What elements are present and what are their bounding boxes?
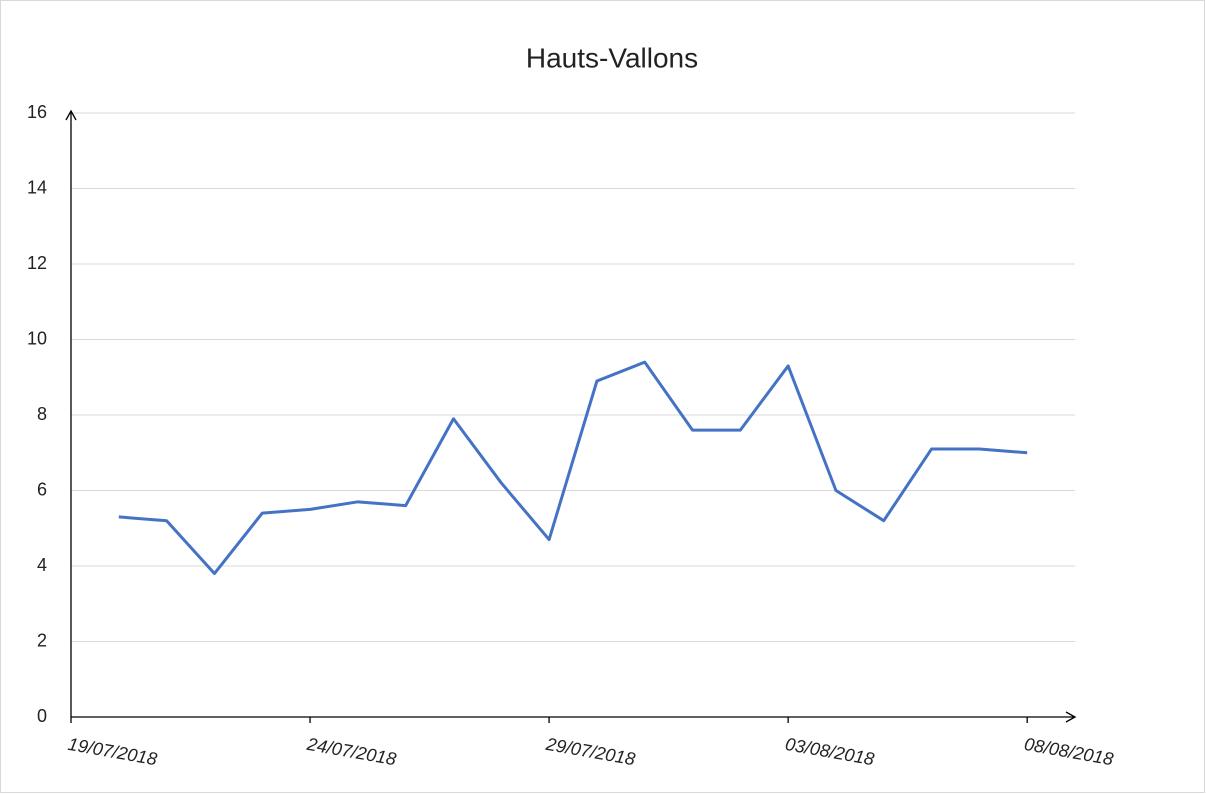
y-tick-label: 0 — [37, 706, 47, 726]
y-tick-label: 14 — [27, 177, 47, 197]
y-tick-label: 4 — [37, 555, 47, 575]
chart-title: Hauts-Vallons — [526, 42, 698, 73]
y-tick-label: 2 — [37, 630, 47, 650]
y-tick-label: 16 — [27, 102, 47, 122]
y-tick-label: 10 — [27, 328, 47, 348]
data-line — [118, 360, 1028, 576]
y-tick-label: 6 — [37, 479, 47, 499]
y-tick-label: 12 — [27, 253, 47, 273]
y-tick-label: 8 — [37, 404, 47, 424]
